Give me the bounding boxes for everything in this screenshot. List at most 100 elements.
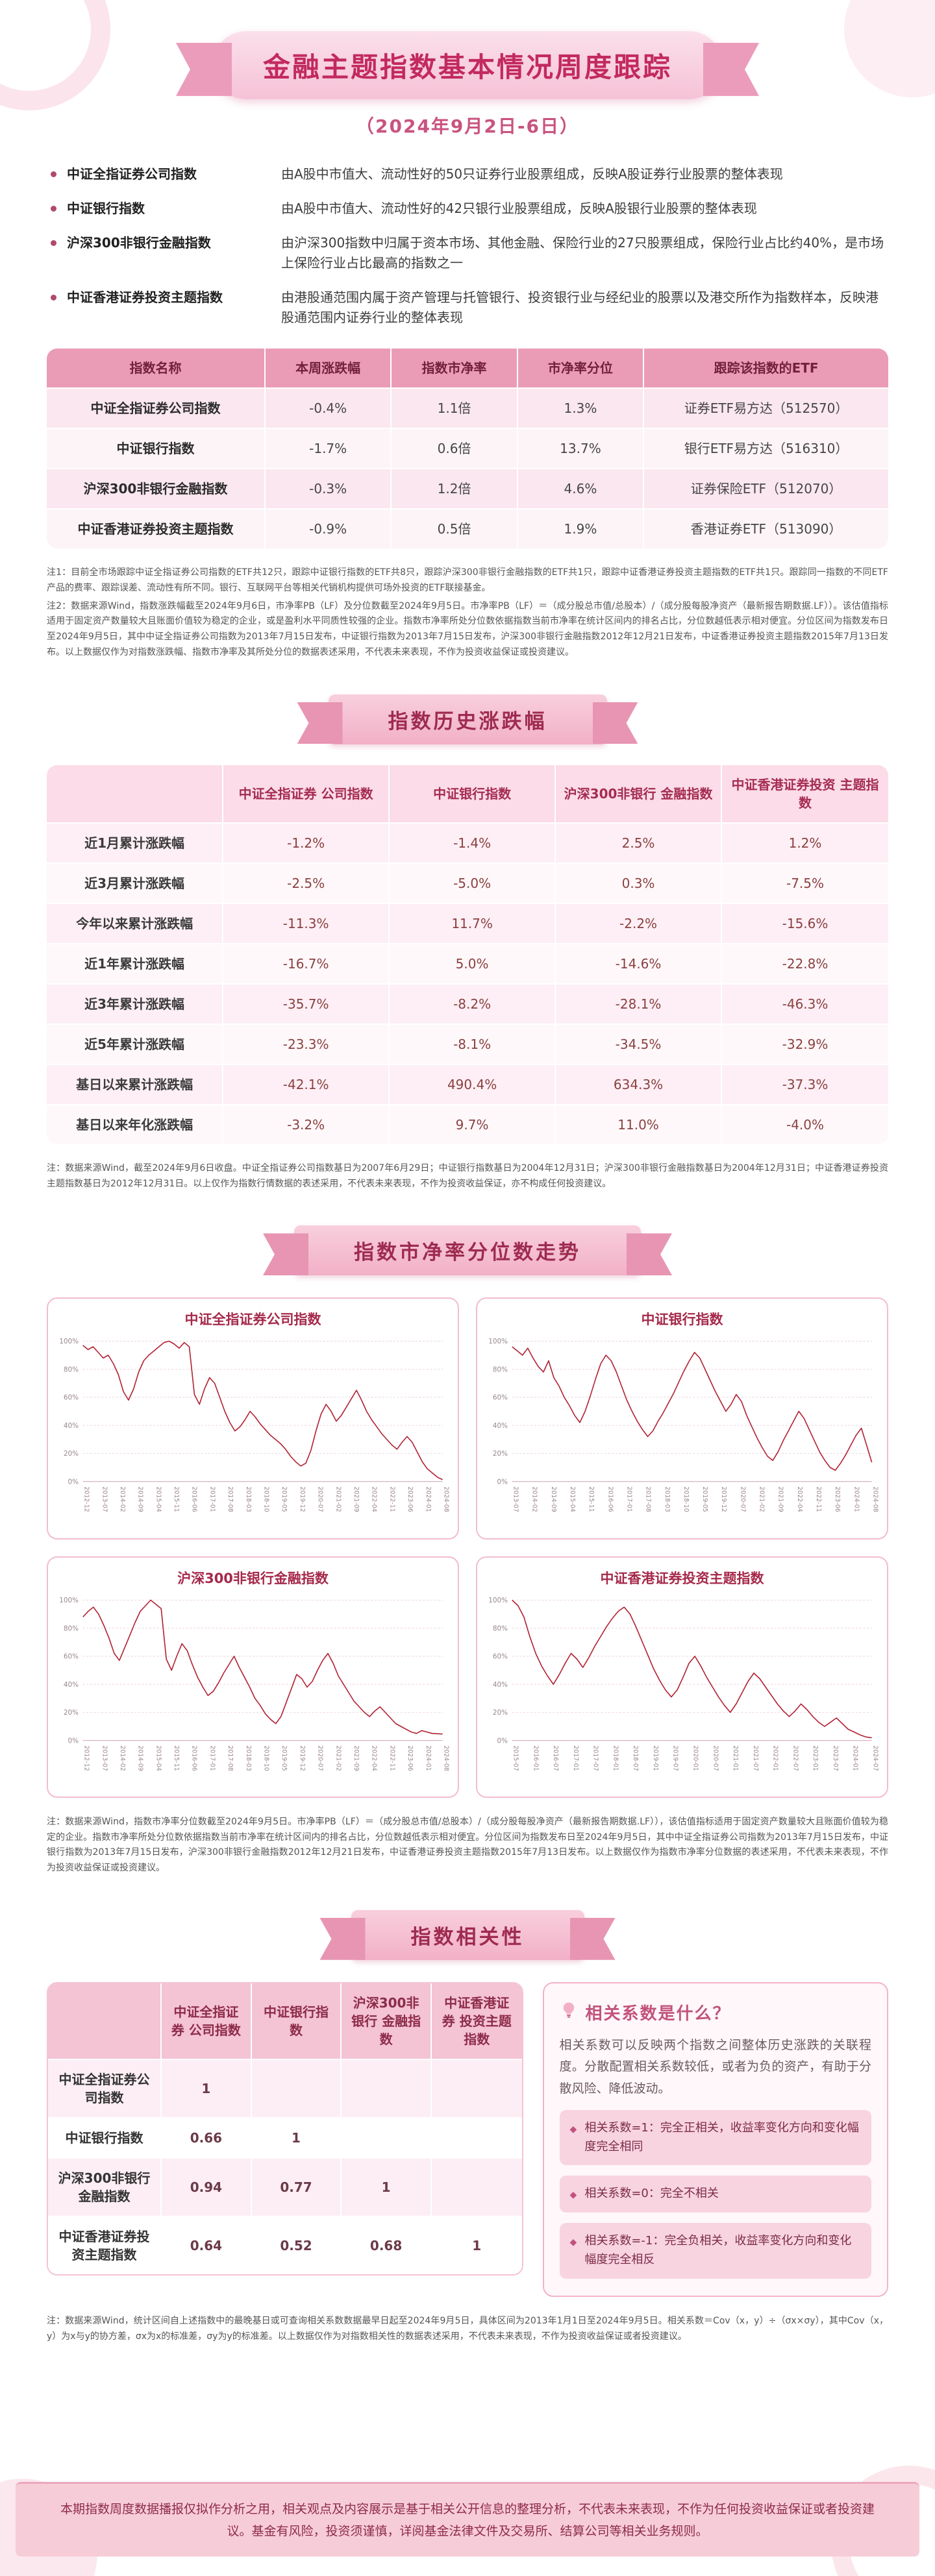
table-row: 中证全指证券公司指数 1 [48,2059,522,2118]
table-row: 中证全指证券公司指数 -0.4% 1.1倍 1.3% 证券ETF易方达（512570） [47,387,888,428]
column-header: 本周涨跌幅 [265,349,392,387]
index-name: 中证全指证券公司指数 [67,166,197,182]
section-banner-correlation: 指数相关性 [47,1910,888,1961]
info-bullet-text: 相关系数=-1：完全负相关，收益率变化方向和变化幅度完全相反 [584,2234,852,2266]
svg-text:2023-06: 2023-06 [406,1745,414,1771]
history-returns-table: 中证全指证券 公司指数 中证银行指数 沪深300非银行 金融指数 中证香港证券投资 主… [47,765,888,1144]
table-cell: -46.3% [722,983,888,1024]
chart-title: 中证全指证券公司指数 [184,1312,321,1328]
svg-text:2012-12: 2012-12 [83,1487,90,1513]
svg-text:2021-02: 2021-02 [334,1487,342,1513]
svg-text:100%: 100% [59,1597,79,1604]
section-title-history: 指数历史涨跌幅 [328,694,607,744]
history-note: 注：数据来源Wind，截至2024年9月6日收盘。中证全指证券公司指数基日为20… [47,1161,888,1192]
correlation-note: 注：数据来源Wind，统计区间自上述指数中的最晚基日或可查询相关系数数据最早日起… [47,2314,888,2345]
svg-text:2021-09: 2021-09 [353,1745,360,1771]
svg-text:2024-01: 2024-01 [425,1487,432,1513]
index-intro-item: 中证香港证券投资主题指数 由港股通范围内属于资产管理与托管银行、投资银行业与经纪… [47,288,888,328]
section-title-correlation: 指数相关性 [351,1910,584,1961]
section-title-text: 指数相关性 [410,1926,525,1950]
svg-text:2018-10: 2018-10 [682,1487,690,1513]
table-cell [251,2059,342,2118]
svg-text:2018-03: 2018-03 [664,1487,671,1513]
table-cell: 4.6% [517,468,645,508]
table-cell: 0.66 [162,2117,252,2158]
table-row: 中证香港证券投资主题指数 0.64 0.52 0.68 1 [48,2216,522,2275]
chart-title: 中证香港证券投资主题指数 [600,1570,764,1586]
svg-text:2020-07: 2020-07 [739,1487,746,1513]
table-cell: -22.8% [722,942,888,983]
svg-text:2019-05: 2019-05 [701,1487,708,1513]
svg-text:2022-11: 2022-11 [815,1487,822,1513]
svg-text:2019-05: 2019-05 [280,1745,288,1771]
table-cell: -1.7% [265,428,392,468]
chart-title: 沪深300非银行金融指数 [177,1570,329,1586]
svg-text:2022-04: 2022-04 [796,1487,803,1513]
index-description: 由A股中市值大、流动性好的42只银行业股票组成，反映A股银行业股票的整体表现 [281,201,757,216]
correlation-info-panel: 相关系数是什么？ 相关系数可以反映两个指数之间整体历史涨跌的关联程度。分散配置相… [542,1982,888,2297]
chart-title: 中证银行指数 [641,1312,723,1328]
table-cell: -15.6% [722,902,888,943]
table-row: 近5年累计涨跌幅 -23.3% -8.1% -34.5% -32.9% [47,1023,888,1064]
table-cell: -11.3% [223,902,390,943]
table-cell: -34.5% [556,1023,723,1064]
correlation-table-area: 中证全指证券 公司指数 中证银行指数 沪深300非银行 金融指数 中证香港证券 投资主… [47,1982,523,2297]
table-cell: -1.2% [223,822,390,863]
table-row: 中证银行指数 -1.7% 0.6倍 13.7% 银行ETF易方达（516310） [47,428,888,468]
table-cell: 1.2% [722,822,888,863]
index-intro-item: 沪深300非银行金融指数 由沪深300指数中归属于资本市场、其他金融、保险行业的… [47,233,888,273]
lightbulb-icon [560,2001,578,2024]
table-cell: -42.1% [223,1063,390,1104]
svg-text:2018-01: 2018-01 [612,1745,619,1771]
index-name: 中证银行指数 [67,201,145,216]
table-cell: -1.4% [390,822,556,863]
svg-text:2015-07: 2015-07 [512,1745,519,1771]
svg-text:2014-02: 2014-02 [531,1487,538,1513]
pb-percentile-line-chart: 0% 20% 40% 60% 80% 100% 2015-07 2016-01 2016-07 2… [488,1597,879,1771]
table-cell: 0.5倍 [392,508,518,548]
svg-text:2022-01: 2022-01 [772,1745,779,1771]
table-cell: -3.2% [223,1103,390,1144]
table-cell: 11.0% [556,1103,723,1144]
svg-text:2021-09: 2021-09 [777,1487,784,1513]
disclaimer-footer: 本期指数周度数据播报仅拟作分析之用，相关观点及内容展示是基于相关公开信息的整理分… [16,2481,919,2557]
info-panel-description: 相关系数可以反映两个指数之间整体历史涨跌的关联程度。分散配置相关系数较低，或者为… [559,2038,871,2096]
row-label: 近1月累计涨跌幅 [47,822,224,863]
table-cell: 证券ETF易方达（512570） [644,387,888,428]
table-cell [342,2117,432,2158]
table-header-row: 指数名称 本周涨跌幅 指数市净率 市净率分位 跟踪该指数的ETF [47,349,888,387]
svg-text:2018-10: 2018-10 [263,1487,270,1513]
svg-text:2024-08: 2024-08 [442,1745,449,1771]
svg-text:80%: 80% [64,1625,79,1632]
svg-text:2017-01: 2017-01 [208,1487,216,1513]
table-row: 今年以来累计涨跌幅 -11.3% 11.7% -2.2% -15.6% [47,902,888,943]
svg-text:2013-07: 2013-07 [101,1487,108,1513]
correlation-matrix-table: 中证全指证券 公司指数 中证银行指数 沪深300非银行 金融指数 中证香港证券 投资主… [47,1982,523,2276]
table-cell: -35.7% [223,983,390,1024]
table-row: 沪深300非银行金融指数 -0.3% 1.2倍 4.6% 证券保险ETF（512070） [47,468,888,508]
svg-text:20%: 20% [64,1709,79,1717]
index-intro-item: 中证银行指数 由A股中市值大、流动性好的42只银行业股票组成，反映A股银行业股票… [47,199,888,219]
table-cell: -8.2% [390,983,556,1024]
note-line: 注：数据来源Wind，指数市净率分位数截至2024年9月5日。市净率PB（LF）… [47,1816,888,1874]
overview-notes: 注1：目前全市场跟踪中证全指证券公司指数的ETF共12只，跟踪中证银行指数的ET… [47,565,888,661]
svg-text:2023-06: 2023-06 [406,1487,414,1513]
history-returns-table: 中证全指证券 公司指数 中证银行指数 沪深300非银行 金融指数 中证香港证券投资 主… [47,765,888,1144]
svg-text:40%: 40% [64,1681,79,1689]
svg-text:2022-07: 2022-07 [792,1745,799,1771]
diamond-bullet-icon: ◆ [569,2124,577,2135]
svg-text:2013-07: 2013-07 [512,1487,519,1513]
row-label: 基日以来累计涨跌幅 [47,1063,224,1104]
svg-text:2017-08: 2017-08 [227,1745,234,1771]
column-header: 中证香港证券投资 主题指数 [722,765,888,822]
correlation-matrix-table: 中证全指证券 公司指数 中证银行指数 沪深300非银行 金融指数 中证香港证券 投资主… [47,1982,523,2276]
svg-text:0%: 0% [497,1478,508,1486]
svg-text:2022-11: 2022-11 [388,1745,395,1771]
note-line: 注：数据来源Wind，统计区间自上述指数中的最晚基日或可查询相关系数数据最早日起… [47,2315,888,2342]
page-header: 金融主题指数基本情况周度跟踪 （2024年9月2日-6日） [0,0,935,138]
pb-chart-securities: 中证全指证券公司指数 0% 20% 40% 60% 80% 100% 2012-12 2013… [47,1297,459,1539]
table-cell: 0.68 [342,2216,432,2275]
bullet-dot-icon [51,171,56,177]
svg-text:2019-12: 2019-12 [299,1487,306,1513]
table-cell: 1.9% [517,508,645,548]
